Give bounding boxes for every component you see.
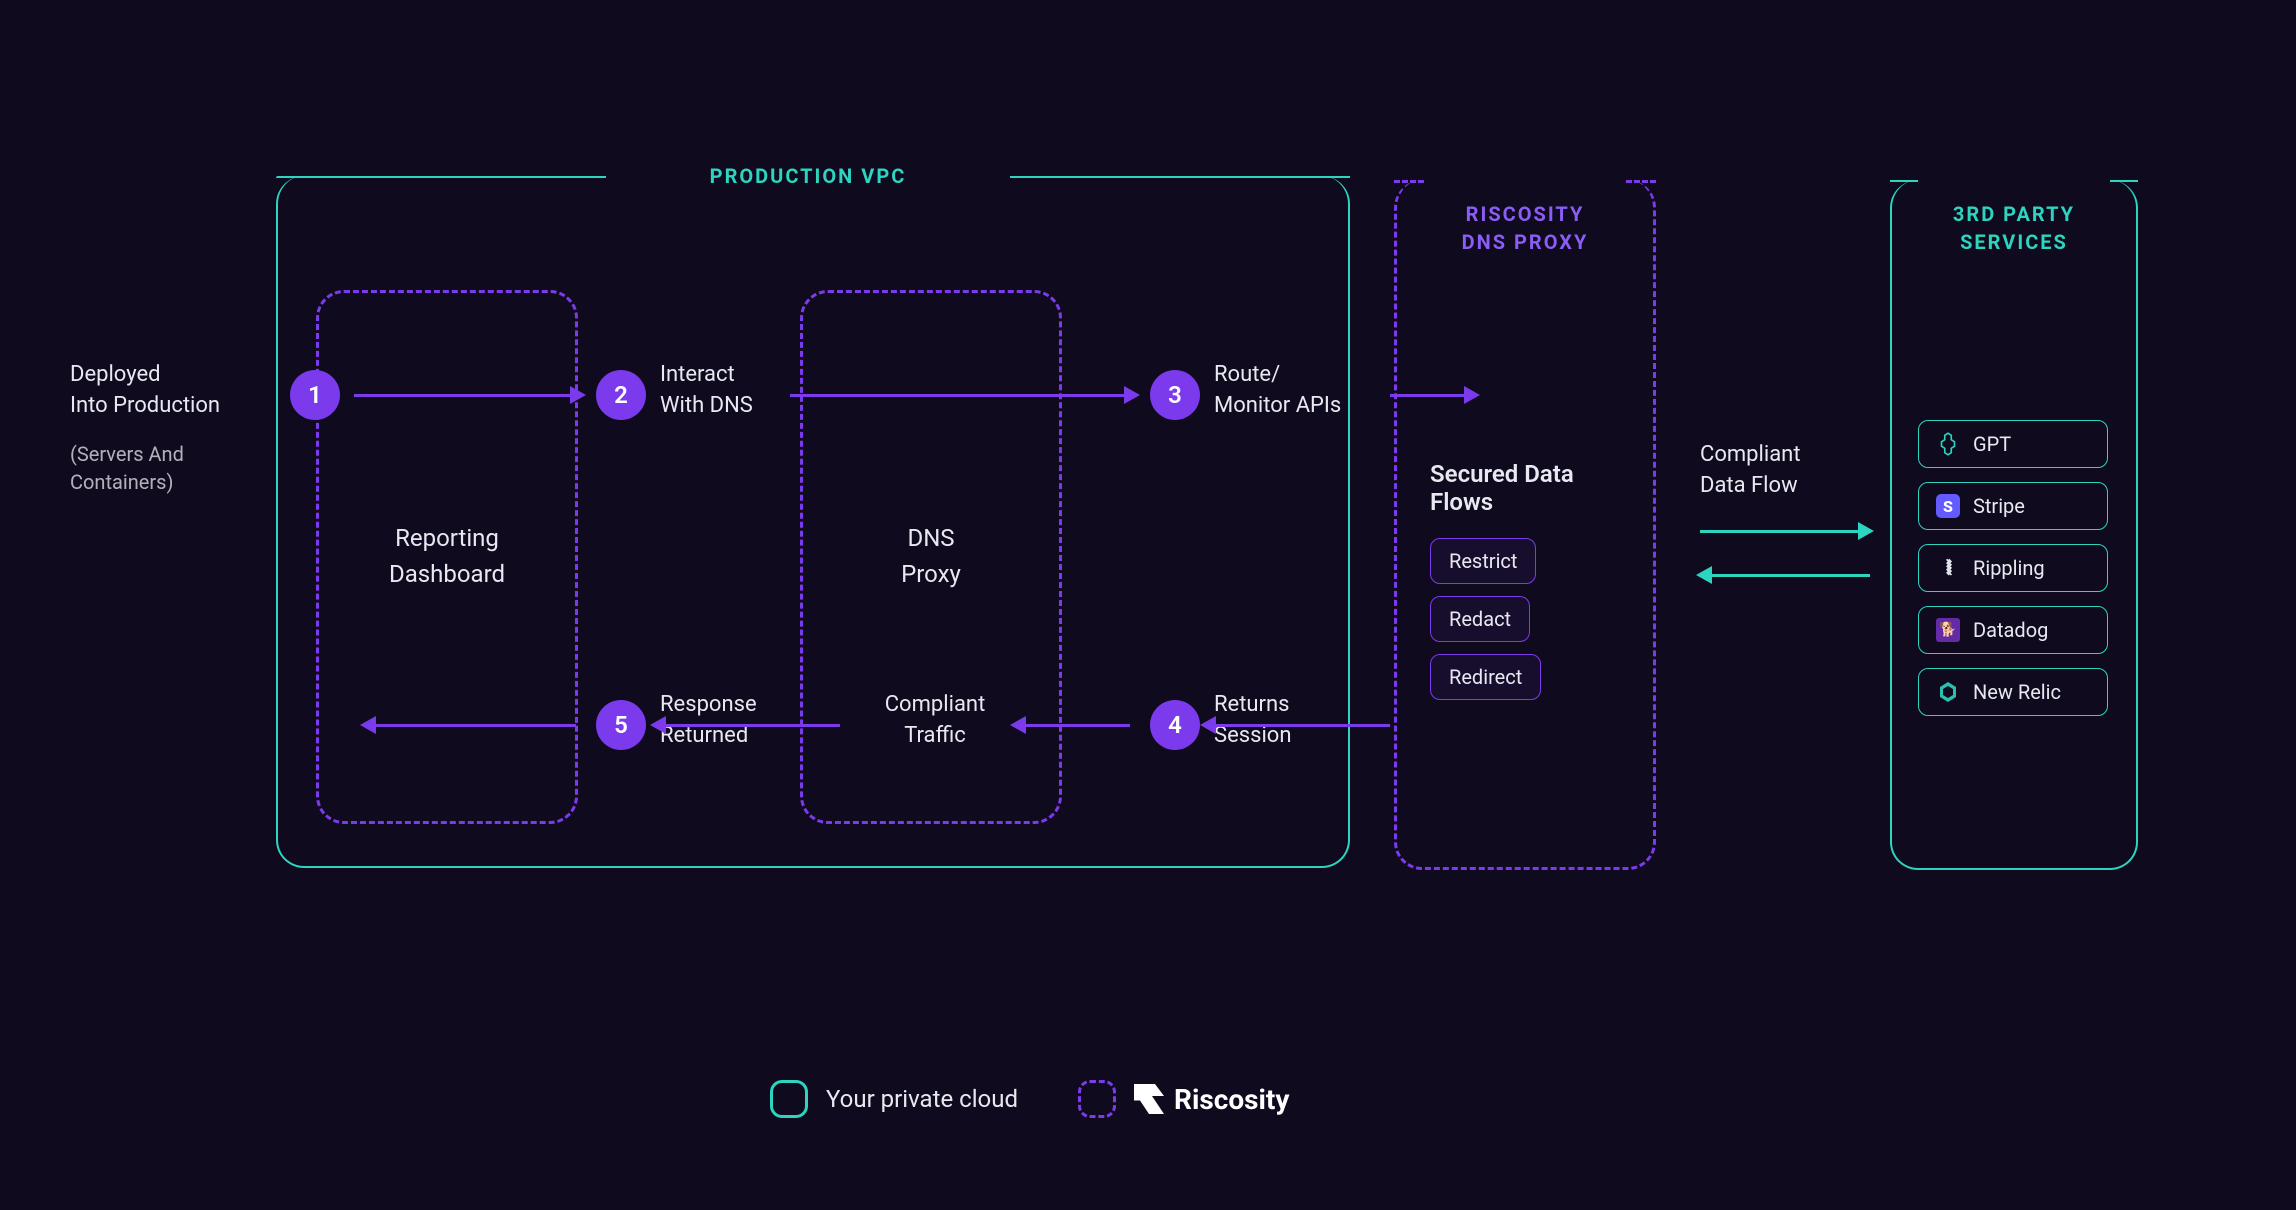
compliant-traffic-label: Compliant Traffic (860, 690, 1010, 752)
arrow-head (650, 716, 666, 734)
arrow-head (1200, 716, 1216, 734)
teal-arrow-left (1710, 574, 1870, 577)
secured-flows-title: Secured Data Flows (1430, 460, 1574, 516)
step-3-label: Route/ Monitor APIs (1214, 360, 1341, 422)
flow-pill: Redirect (1430, 654, 1541, 700)
secured-flows-block: Secured Data Flows Restrict Redact Redirec… (1430, 460, 1574, 712)
step-4-badge: 4 (1150, 700, 1200, 750)
legend-private-cloud-label: Your private cloud (826, 1085, 1018, 1113)
service-pill: GPT (1918, 420, 2108, 468)
service-label: New Relic (1973, 680, 2061, 704)
rippling-icon: ⦚⦚ (1935, 555, 1961, 581)
step-2-badge: 2 (596, 370, 646, 420)
arrow-line (790, 394, 1126, 397)
teal-arrow-left-head (1696, 566, 1712, 584)
legend: Your private cloud Riscosity (770, 1080, 1290, 1118)
arrow-line (1024, 724, 1130, 727)
gpt-icon (1935, 431, 1961, 457)
service-label: Rippling (1973, 556, 2045, 580)
legend-purple-swatch (1078, 1080, 1116, 1118)
riscosity-logo: Riscosity (1134, 1083, 1290, 1116)
arrow-head (1010, 716, 1026, 734)
step-4-label: Returns Session (1214, 690, 1291, 752)
service-pill: ⦚⦚ Rippling (1918, 544, 2108, 592)
arrow-line (1390, 394, 1466, 397)
arrow-line (1214, 724, 1390, 727)
riscosity-top-r (1626, 180, 1656, 183)
service-pill: New Relic (1918, 668, 2108, 716)
step-5-label: Response Returned (660, 690, 757, 752)
teal-arrow-right (1700, 530, 1860, 533)
service-label: Datadog (1973, 618, 2048, 642)
legend-private-cloud: Your private cloud (770, 1080, 1018, 1118)
deployed-label: Deployed Into Production (Servers And Co… (70, 360, 220, 496)
riscosity-top-l (1394, 180, 1424, 183)
arrow-line (664, 724, 840, 727)
step-1-badge: 1 (290, 370, 340, 420)
vpc-top-left (276, 176, 606, 178)
legend-teal-swatch (770, 1080, 808, 1118)
riscosity-wordmark: Riscosity (1174, 1083, 1290, 1116)
step-5-badge: 5 (596, 700, 646, 750)
arrow-line (374, 724, 576, 727)
legend-riscosity: Riscosity (1078, 1080, 1290, 1118)
reporting-dashboard-label: Reporting Dashboard (316, 520, 578, 592)
datadog-icon: 🐕 (1935, 617, 1961, 643)
riscosity-mark-icon (1134, 1084, 1164, 1114)
vpc-top-right (1010, 176, 1350, 178)
service-label: Stripe (1973, 494, 2025, 518)
tp-top-r (2110, 180, 2138, 182)
flow-pill: Redact (1430, 596, 1530, 642)
newrelic-icon (1935, 679, 1961, 705)
flow-pill: Restrict (1430, 538, 1536, 584)
diagram-canvas: PRODUCTION VPC Reporting Dashboard DNS P… (0, 0, 2296, 1210)
arrow-head (360, 716, 376, 734)
tp-top-l (1890, 180, 1918, 182)
stripe-icon: S (1935, 493, 1961, 519)
arrow-line (354, 394, 572, 397)
third-party-title: 3RD PARTY SERVICES (1890, 200, 2138, 256)
arrow-head (1124, 386, 1140, 404)
service-label: GPT (1973, 432, 2011, 456)
dns-proxy-label: DNS Proxy (800, 520, 1062, 592)
arrow-head (1464, 386, 1480, 404)
step-3-badge: 3 (1150, 370, 1200, 420)
riscosity-proxy-title: RISCOSITY DNS PROXY (1394, 200, 1656, 256)
services-list: GPT S Stripe ⦚⦚ Rippling 🐕 Datadog New Relic (1918, 420, 2108, 730)
production-vpc-title: PRODUCTION VPC (606, 164, 1010, 188)
compliant-data-flow-label: Compliant Data Flow (1700, 440, 1801, 502)
service-pill: 🐕 Datadog (1918, 606, 2108, 654)
arrow-head (570, 386, 586, 404)
step-2-label: Interact With DNS (660, 360, 753, 422)
teal-arrow-right-head (1858, 522, 1874, 540)
service-pill: S Stripe (1918, 482, 2108, 530)
